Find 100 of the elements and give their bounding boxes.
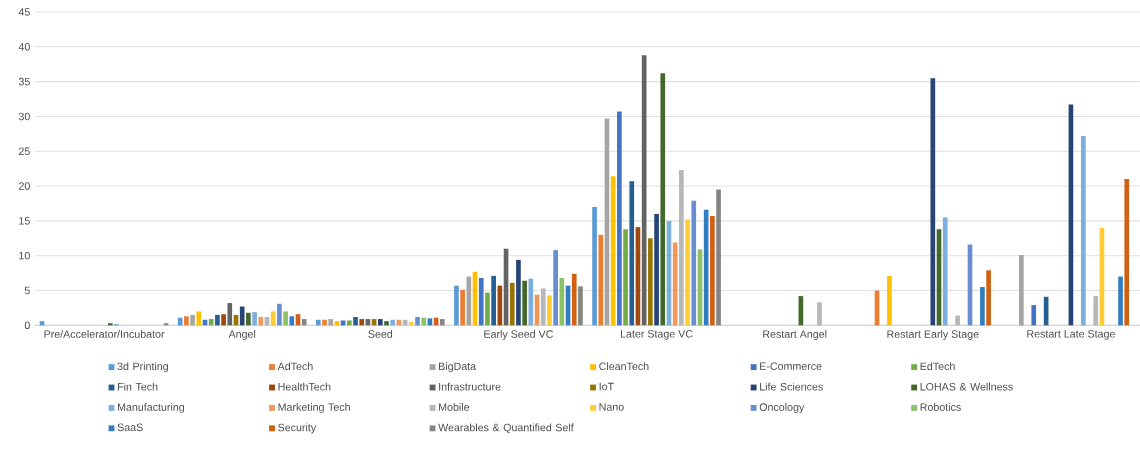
bar (421, 317, 427, 326)
bar (353, 316, 358, 326)
bar (322, 319, 327, 326)
y-tick-label: 35 (18, 77, 30, 86)
x-tick-label: Pre/Accelerator/Incubator (44, 329, 165, 338)
bar (215, 314, 220, 326)
bar (196, 311, 202, 326)
bar (454, 285, 459, 326)
bar (246, 312, 251, 326)
x-tick-label: Restart Angel (763, 329, 827, 340)
bar (258, 316, 264, 326)
bar (1031, 304, 1037, 326)
y-tick-label: 0 (24, 321, 30, 329)
y-tick-label: 30 (18, 112, 30, 121)
legend-label: Infrastructure (439, 382, 501, 391)
x-tick-label: Restart Late Stage (1027, 329, 1115, 340)
y-tick-label: 10 (19, 251, 30, 260)
legend-label: CleanTech (599, 362, 649, 370)
y-tick-label: 25 (18, 147, 30, 155)
bar (328, 318, 334, 326)
bar (107, 323, 113, 326)
bar (617, 111, 622, 326)
x-tick-label: Later Stage VC (620, 329, 693, 340)
x-tick-label: Restart Early Stage (887, 329, 979, 340)
legend-label: Marketing Tech (278, 402, 350, 413)
bar (516, 259, 521, 326)
legend-label: IoT (599, 382, 614, 391)
bar (491, 275, 496, 326)
bar (227, 302, 233, 326)
legend-label: AdTech (277, 362, 313, 370)
bar (509, 282, 515, 326)
legend-label: Manufacturing (117, 402, 184, 413)
bar (648, 238, 653, 326)
bar (592, 206, 597, 326)
bar (1019, 254, 1024, 326)
bar (547, 295, 552, 326)
bar (415, 316, 420, 326)
bar (301, 318, 307, 326)
legend-label: Oncology (759, 402, 805, 413)
x-tick-label: Seed (368, 329, 393, 338)
legend-label: BigData (439, 362, 477, 373)
bar (377, 318, 383, 326)
bar (485, 292, 490, 326)
y-tick-label: 5 (24, 286, 30, 295)
bar (439, 318, 445, 326)
bar (177, 317, 183, 326)
bar (654, 213, 659, 326)
bar (359, 318, 365, 326)
bar (1124, 178, 1130, 326)
legend-label: 3d Printing (117, 362, 168, 373)
bar (208, 318, 214, 326)
y-tick-label: 15 (19, 217, 30, 225)
bar (522, 280, 527, 326)
legend-label: LOHAS & Wellness (920, 382, 1013, 391)
legend-label: Fin Tech (117, 382, 158, 391)
bar (942, 217, 948, 326)
y-tick-label: 40 (18, 42, 30, 51)
bar (277, 303, 282, 326)
bar (270, 311, 276, 326)
bar (408, 321, 414, 326)
bar (887, 275, 892, 326)
legend-label: E-Commerce (760, 362, 822, 370)
bar (598, 234, 604, 326)
legend-label: Life Sciences (760, 382, 823, 391)
legend-label: Wearables & Quantified Self (438, 423, 574, 434)
y-tick-label: 45 (18, 8, 30, 16)
legend-label: Nano (599, 403, 624, 411)
y-tick-label: 20 (18, 182, 30, 190)
bar (190, 314, 195, 326)
bar (346, 320, 352, 326)
x-tick-label: Early Seed VC (484, 329, 553, 340)
x-tick-label: Angel (228, 329, 256, 340)
bar (289, 316, 295, 326)
bar (384, 321, 389, 326)
bar (986, 270, 991, 326)
bar (315, 319, 321, 326)
bar (478, 277, 484, 326)
bar (691, 200, 697, 326)
bar (685, 219, 690, 326)
bar (184, 316, 189, 326)
bar (716, 189, 721, 326)
legend-label: HealthTech (278, 382, 331, 391)
bar (578, 286, 583, 326)
legend-label: EdTech (920, 362, 955, 370)
legend-label: SaaS (117, 423, 143, 431)
legend-label: Robotics (920, 402, 961, 411)
bar (239, 306, 245, 326)
bar (629, 181, 635, 326)
bar (283, 311, 288, 326)
bar (660, 73, 666, 326)
legend-label: Mobile (439, 402, 470, 411)
bar (571, 273, 577, 326)
bar (980, 286, 985, 326)
bar (623, 229, 628, 326)
bar (1118, 276, 1123, 326)
bar (1081, 135, 1086, 326)
bar (460, 289, 465, 326)
bar (710, 215, 715, 326)
bar (930, 77, 936, 326)
bar (553, 249, 558, 326)
